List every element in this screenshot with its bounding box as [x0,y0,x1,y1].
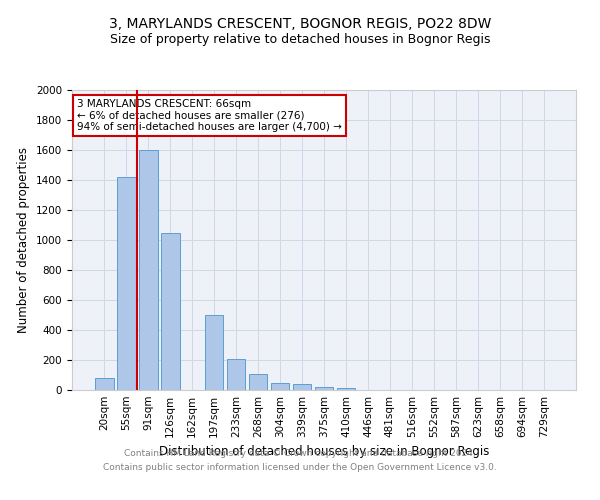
Bar [314,386,334,390]
Text: 3 MARYLANDS CRESCENT: 66sqm
← 6% of detached houses are smaller (276)
94% of sem: 3 MARYLANDS CRESCENT: 66sqm ← 6% of deta… [77,99,342,132]
Text: 3, MARYLANDS CRESCENT, BOGNOR REGIS, PO22 8DW: 3, MARYLANDS CRESCENT, BOGNOR REGIS, PO2… [109,18,491,32]
X-axis label: Distribution of detached houses by size in Bognor Regis: Distribution of detached houses by size … [159,446,489,458]
Bar [227,358,245,390]
Bar [95,378,113,390]
Text: Contains HM Land Registry data © Crown copyright and database right 2024.: Contains HM Land Registry data © Crown c… [124,448,476,458]
Text: Contains public sector information licensed under the Open Government Licence v3: Contains public sector information licen… [103,464,497,472]
Bar [205,315,223,390]
Bar [271,383,289,390]
Bar [293,384,311,390]
Y-axis label: Number of detached properties: Number of detached properties [17,147,31,333]
Bar [161,232,179,390]
Bar [337,388,355,390]
Bar [139,150,158,390]
Bar [117,177,136,390]
Text: Size of property relative to detached houses in Bognor Regis: Size of property relative to detached ho… [110,32,490,46]
Bar [249,374,268,390]
